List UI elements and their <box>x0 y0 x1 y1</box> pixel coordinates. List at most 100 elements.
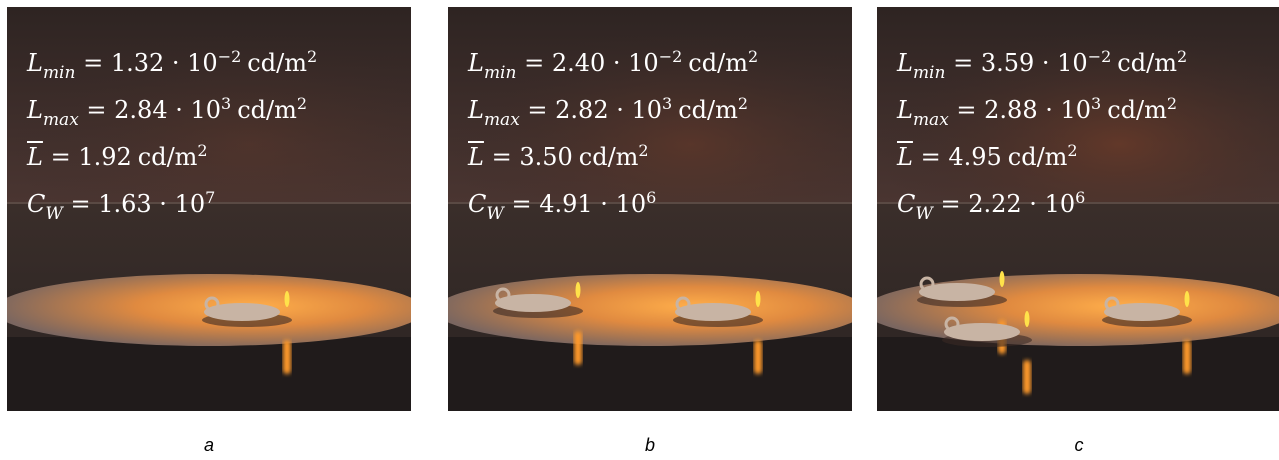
symbol: L <box>897 49 913 77</box>
subscript: max <box>43 110 79 130</box>
symbol: L <box>27 96 43 124</box>
exponent: −2 <box>659 47 683 66</box>
subscript: W <box>45 204 62 224</box>
exponent: 3 <box>1091 94 1101 113</box>
reflection <box>1023 360 1031 394</box>
scene-shape <box>7 337 411 411</box>
flame <box>756 291 761 307</box>
unit-exponent: 2 <box>197 141 207 160</box>
value: = 3.59 · 10 <box>953 49 1088 77</box>
flame <box>1000 271 1005 287</box>
unit: cd/m <box>678 96 738 124</box>
symbol: L <box>897 96 913 124</box>
value: = 4.91 · 10 <box>512 190 647 218</box>
symbol: C <box>468 190 486 218</box>
value: = 4.95 <box>921 143 1002 171</box>
value: = 1.32 · 10 <box>83 49 218 77</box>
unit: cd/m <box>1107 96 1167 124</box>
annotation: Lmin = 1.32 · 10−2cd/m2Lmax = 2.84 · 103… <box>27 33 317 221</box>
subscript: max <box>913 110 949 130</box>
flame <box>1025 311 1030 327</box>
panel-label: b <box>448 435 852 456</box>
unit-exponent: 2 <box>1067 141 1077 160</box>
subscript: W <box>915 204 932 224</box>
lamp-body <box>204 303 280 321</box>
scene-shape <box>877 337 1279 411</box>
value: = 2.84 · 10 <box>86 96 221 124</box>
unit-exponent: 2 <box>1167 94 1177 113</box>
value: = 3.50 <box>492 143 573 171</box>
formula-line: Lmax = 2.84 · 103 cd/m2 <box>27 80 317 127</box>
lamp-body <box>495 294 571 312</box>
reflection <box>574 331 582 365</box>
symbol: L <box>27 143 43 171</box>
exponent: −2 <box>218 47 242 66</box>
lamp-body <box>1104 303 1180 321</box>
formula-line: Lmin = 3.59 · 10−2 cd/m2 <box>897 33 1187 80</box>
lamp-body <box>944 323 1020 341</box>
unit: cd/m <box>688 49 748 77</box>
symbol: L <box>27 49 43 77</box>
unit: cd/m <box>247 49 307 77</box>
subscript: min <box>484 63 517 83</box>
formula-line: CW = 4.91 · 106 <box>468 174 758 221</box>
symbol: L <box>897 143 913 171</box>
formula-line: Lmax = 2.88 · 103 cd/m2 <box>897 80 1187 127</box>
value: = 1.63 · 10 <box>71 190 206 218</box>
subscript: min <box>913 63 946 83</box>
exponent: 3 <box>221 94 231 113</box>
scene-shape <box>448 337 852 411</box>
subscript: W <box>486 204 503 224</box>
reflection <box>754 340 762 374</box>
flame <box>576 282 581 298</box>
exponent: 6 <box>1075 188 1085 207</box>
panel-label: a <box>7 435 411 456</box>
value: = 2.88 · 10 <box>956 96 1091 124</box>
unit-exponent: 2 <box>307 47 317 66</box>
reflection <box>283 340 291 374</box>
unit-exponent: 2 <box>297 94 307 113</box>
symbol: L <box>468 143 484 171</box>
reflection <box>1183 340 1191 374</box>
unit-exponent: 2 <box>748 47 758 66</box>
unit-exponent: 2 <box>738 94 748 113</box>
symbol: L <box>468 96 484 124</box>
formula-line: CW = 2.22 · 106 <box>897 174 1187 221</box>
unit-exponent: 2 <box>638 141 648 160</box>
formula-line: CW = 1.63 · 107 <box>27 174 317 221</box>
subscript: min <box>43 63 76 83</box>
value: = 2.82 · 10 <box>527 96 662 124</box>
figure: Lmin = 1.32 · 10−2cd/m2Lmax = 2.84 · 103… <box>0 0 1279 460</box>
exponent: 7 <box>205 188 215 207</box>
unit: cd/m <box>1008 143 1068 171</box>
symbol: C <box>897 190 915 218</box>
subscript: max <box>484 110 520 130</box>
value: = 1.92 <box>51 143 132 171</box>
unit: cd/m <box>237 96 297 124</box>
image-panel: Lmin = 3.59 · 10−2cd/m2Lmax = 2.88 · 103… <box>877 7 1279 411</box>
exponent: 6 <box>646 188 656 207</box>
exponent: 3 <box>662 94 672 113</box>
unit: cd/m <box>1117 49 1177 77</box>
lamp-body <box>675 303 751 321</box>
symbol: C <box>27 190 45 218</box>
exponent: −2 <box>1088 47 1112 66</box>
unit-exponent: 2 <box>1177 47 1187 66</box>
panel-label: c <box>877 435 1279 456</box>
unit: cd/m <box>579 143 639 171</box>
lamp-body <box>919 283 995 301</box>
unit: cd/m <box>138 143 198 171</box>
value: = 2.40 · 10 <box>524 49 659 77</box>
flame <box>285 291 290 307</box>
value: = 2.22 · 10 <box>941 190 1076 218</box>
formula-line: Lmin = 1.32 · 10−2 cd/m2 <box>27 33 317 80</box>
flame <box>1185 291 1190 307</box>
